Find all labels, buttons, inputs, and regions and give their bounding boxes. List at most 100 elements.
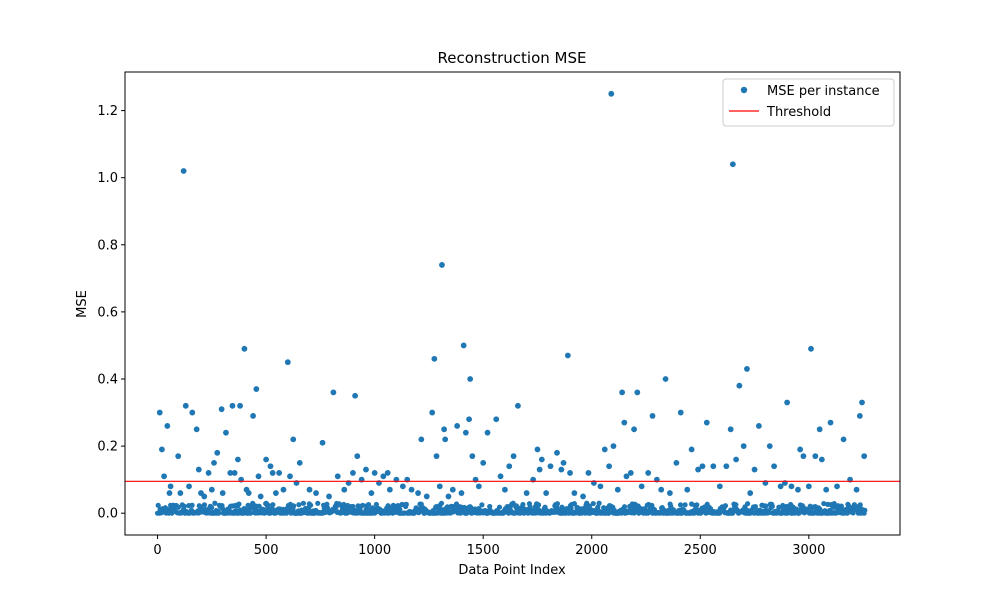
- data-point-baseline: [590, 500, 596, 507]
- data-point-baseline: [857, 502, 863, 508]
- y-tick-label: 0.6: [97, 305, 118, 320]
- data-point: [666, 490, 673, 496]
- data-point-baseline: [296, 502, 302, 508]
- data-point: [423, 493, 430, 500]
- y-tick-label: 1.0: [97, 171, 118, 186]
- data-point-baseline: [479, 502, 485, 508]
- data-point: [189, 409, 196, 416]
- data-point-baseline: [568, 506, 574, 512]
- data-point: [619, 389, 626, 396]
- data-point-baseline: [341, 501, 347, 508]
- data-point: [436, 483, 443, 490]
- y-axis-ticks: 0.0 0.2 0.4 0.6 0.8 1.0 1.2: [97, 104, 125, 522]
- x-tick-label: 2000: [575, 543, 608, 558]
- data-point-baseline: [265, 502, 271, 508]
- data-point: [214, 449, 221, 456]
- data-point: [649, 412, 656, 419]
- data-point-baseline: [752, 503, 759, 510]
- data-point: [571, 490, 578, 496]
- data-point-baseline: [733, 502, 739, 508]
- y-axis-label: MSE: [75, 290, 90, 318]
- data-point: [223, 429, 229, 436]
- data-point-baseline: [403, 501, 409, 507]
- data-point: [290, 436, 297, 443]
- data-point: [493, 416, 500, 423]
- data-point: [597, 483, 604, 490]
- data-point: [840, 436, 847, 443]
- data-point: [193, 426, 200, 433]
- data-point: [218, 406, 225, 413]
- data-point: [800, 453, 807, 460]
- data-point: [771, 463, 777, 470]
- data-point: [368, 490, 375, 496]
- data-point-baseline: [300, 500, 307, 506]
- data-point-baseline: [373, 501, 379, 508]
- data-point-baseline: [596, 500, 602, 506]
- data-point: [306, 486, 313, 493]
- data-point: [506, 463, 513, 470]
- data-point: [284, 359, 291, 366]
- data-point: [161, 473, 167, 480]
- data-point: [326, 493, 332, 500]
- data-point: [543, 490, 550, 496]
- data-point-baseline: [682, 502, 688, 508]
- data-point: [812, 453, 819, 460]
- data-point: [861, 453, 868, 460]
- data-point: [816, 426, 823, 433]
- data-point-baseline: [677, 502, 684, 508]
- data-point: [684, 486, 691, 493]
- data-point: [219, 490, 226, 496]
- data-point: [703, 419, 710, 426]
- data-point: [280, 486, 287, 493]
- data-point-baseline: [181, 503, 187, 509]
- data-point: [856, 412, 863, 419]
- data-point: [727, 426, 734, 433]
- y-tick-label: 0.4: [97, 372, 118, 387]
- data-point: [515, 402, 521, 409]
- data-point: [180, 168, 187, 174]
- y-tick-label: 0.2: [97, 440, 118, 455]
- data-point: [164, 423, 171, 429]
- data-point-baseline: [694, 502, 700, 508]
- data-point: [263, 456, 270, 463]
- data-point: [234, 456, 241, 463]
- data-point: [208, 486, 215, 493]
- data-point: [201, 493, 208, 500]
- data-point-baseline: [554, 501, 561, 507]
- data-point-baseline: [360, 502, 366, 508]
- x-tick-label: 1000: [358, 543, 391, 558]
- data-point: [363, 466, 369, 473]
- data-point-baseline: [308, 502, 314, 508]
- data-point: [784, 399, 791, 406]
- data-point: [627, 470, 634, 476]
- data-point: [729, 161, 736, 168]
- data-point: [475, 483, 482, 490]
- data-point-baseline: [291, 503, 297, 509]
- data-point: [606, 463, 612, 470]
- data-point: [354, 453, 361, 460]
- x-axis-label: Data Point Index: [458, 563, 566, 578]
- y-tick-label: 0.0: [97, 507, 118, 522]
- data-point: [466, 416, 472, 423]
- data-point: [658, 486, 665, 493]
- plot-area: [125, 72, 900, 535]
- data-point-baseline: [595, 504, 601, 510]
- data-point-baseline: [212, 500, 218, 506]
- data-point: [621, 419, 628, 426]
- x-tick-label: 2500: [684, 543, 717, 558]
- data-point: [186, 483, 192, 490]
- data-point-baseline: [189, 502, 195, 508]
- data-point-baseline: [216, 510, 222, 516]
- data-point-baseline: [248, 510, 254, 516]
- data-point: [469, 453, 476, 460]
- legend-box: [722, 78, 895, 127]
- data-point-baseline: [175, 504, 181, 510]
- data-point: [523, 490, 530, 496]
- data-point: [253, 386, 260, 392]
- data-point-baseline: [220, 506, 226, 512]
- data-point: [580, 493, 586, 500]
- data-point: [673, 459, 680, 466]
- data-point-baseline: [315, 500, 321, 506]
- data-point: [276, 470, 283, 476]
